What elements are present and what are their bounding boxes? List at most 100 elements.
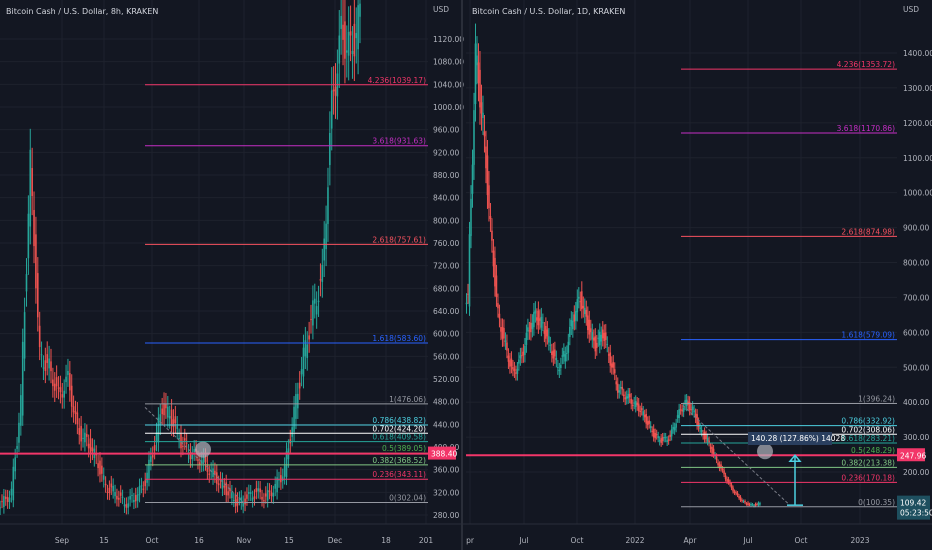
candle-body: [474, 43, 477, 105]
candle-body: [739, 496, 742, 501]
x-tick-label: Oct: [146, 536, 159, 545]
candle-body: [636, 402, 639, 406]
x-tick-label: 201: [419, 536, 434, 545]
candle-body: [255, 488, 258, 493]
price-tag-bg: [428, 446, 456, 460]
candle-body: [248, 491, 250, 494]
candle-body: [274, 484, 277, 489]
candle-body: [581, 291, 583, 310]
candle-body: [609, 352, 612, 366]
candle-body: [297, 393, 299, 409]
candle-body: [38, 325, 41, 348]
candle-body: [189, 452, 192, 460]
candle-body: [494, 257, 496, 287]
candle-body: [489, 216, 492, 220]
candle-body: [606, 344, 609, 346]
candle-body: [125, 504, 128, 508]
candle-body: [295, 394, 297, 419]
fib-level-label: 3.618(1170.86): [837, 124, 895, 133]
candle-body: [619, 386, 622, 389]
candle-body: [625, 396, 628, 399]
marker-circle: [195, 441, 211, 458]
y-tick-label: 1040.00: [433, 80, 464, 89]
candle-body: [660, 438, 662, 443]
candle-body: [651, 430, 653, 433]
candle-body: [723, 470, 725, 475]
candle-body: [521, 355, 523, 357]
candle-body: [12, 466, 15, 501]
candle-body: [736, 492, 739, 496]
candle-body: [748, 504, 751, 506]
candle-body: [163, 403, 165, 416]
y-tick-label: 700.00: [903, 293, 929, 302]
candle-body: [637, 403, 640, 412]
candle-body: [110, 483, 113, 488]
candle-body: [630, 398, 633, 404]
candle-body: [346, 50, 348, 53]
candle-body: [549, 344, 552, 346]
candle-body: [212, 468, 214, 477]
candle-body: [720, 464, 722, 469]
candle-body: [543, 330, 546, 334]
candle-body: [344, 21, 346, 59]
candle-body: [702, 434, 704, 436]
candle-body: [112, 485, 114, 492]
candle-body: [564, 354, 567, 362]
candle-body: [467, 293, 469, 295]
candle-body: [754, 504, 757, 506]
candle-body: [679, 409, 682, 411]
candle-body: [312, 300, 314, 326]
candle-body: [693, 410, 695, 413]
candle-body: [639, 410, 642, 413]
candle-body: [313, 298, 316, 304]
candle-body: [323, 238, 325, 261]
y-tick-label: 200.00: [903, 468, 929, 477]
fib-level-label: 1.618(583.60): [372, 334, 426, 343]
candle-body: [234, 494, 237, 507]
candle-body: [298, 382, 301, 389]
candle-body: [278, 479, 280, 481]
candle-body: [244, 498, 246, 505]
x-tick-label: pr: [466, 536, 475, 545]
candle-body: [654, 432, 656, 439]
candle-body: [127, 503, 130, 508]
candle-body: [516, 368, 519, 374]
candle-body: [669, 434, 671, 437]
candle-body: [595, 342, 598, 349]
candle-body: [465, 302, 468, 305]
y-tick-label: 520.00: [433, 375, 459, 384]
y-tick-label: 920.00: [433, 148, 459, 157]
candle-body: [560, 364, 562, 369]
candle-body: [575, 311, 577, 321]
candle-body: [646, 421, 649, 426]
candle-body: [500, 327, 502, 332]
candle-body: [712, 448, 715, 455]
candle-body: [240, 497, 243, 503]
x-tick-label: 16: [194, 536, 204, 545]
y-tick-label: 1000.00: [903, 189, 932, 198]
candle-body: [123, 504, 126, 507]
candle-body: [615, 381, 618, 385]
candle-body: [1, 501, 3, 503]
candle-body: [691, 406, 694, 411]
last-price-tag: 109.42: [900, 499, 926, 508]
candle-body: [340, 15, 342, 29]
candle-body: [261, 496, 263, 500]
y-tick-label: 300.00: [903, 433, 929, 442]
candle-body: [144, 480, 146, 487]
candle-body: [539, 318, 541, 321]
candle-body: [10, 488, 13, 496]
y-tick-label: 800.00: [903, 259, 929, 268]
candle-body: [217, 483, 220, 486]
candle-body: [666, 440, 668, 443]
y-tick-label: 1080.00: [433, 58, 464, 67]
candle-body: [558, 369, 561, 372]
candle-body: [519, 355, 522, 359]
x-tick-label: 15: [99, 536, 109, 545]
candle-body: [552, 350, 555, 359]
candle-body: [513, 368, 516, 372]
candle-body: [576, 299, 579, 313]
candle-body: [537, 310, 540, 326]
candle-body: [342, 24, 344, 40]
candle-body: [476, 55, 478, 66]
